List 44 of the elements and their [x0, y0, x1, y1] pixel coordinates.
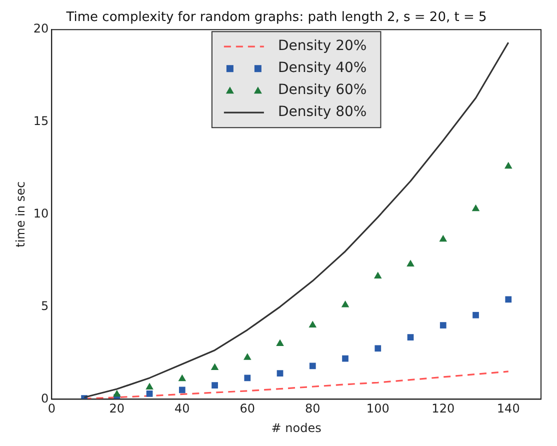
point: [341, 300, 350, 308]
x-tick-label: 20: [109, 402, 125, 416]
point: [146, 382, 154, 390]
point: [212, 382, 218, 389]
point: [504, 162, 512, 169]
point: [406, 260, 414, 267]
y-tick-label: 20: [33, 22, 49, 36]
point: [407, 334, 414, 340]
point: [439, 234, 448, 242]
chart-title: Time complexity for random graphs: path length 2, s = 20, t = 5: [65, 10, 487, 26]
point: [440, 322, 446, 328]
x-tick-label: 140: [496, 402, 520, 416]
legend-label: Density 20%: [278, 38, 367, 54]
point: [505, 296, 512, 303]
legend-label: Density 40%: [278, 60, 367, 76]
point: [210, 363, 219, 370]
x-tick-label: 40: [174, 402, 190, 416]
x-axis-title: # nodes: [271, 420, 322, 435]
y-tick-label: 15: [33, 114, 49, 128]
point: [342, 355, 348, 362]
point: [374, 272, 382, 279]
legend-label: Density 80%: [278, 104, 367, 120]
point: [276, 370, 284, 377]
x-tick-label: 100: [366, 402, 390, 416]
point: [178, 374, 186, 382]
point: [472, 204, 480, 212]
x-tick-label: 60: [240, 402, 256, 416]
point: [472, 312, 479, 318]
legend-label: Density 60%: [278, 82, 367, 98]
x-tick-label: 120: [432, 402, 455, 416]
x-tick-label: 80: [305, 402, 320, 416]
point: [244, 353, 252, 360]
point: [146, 390, 153, 397]
y-tick-label: 10: [33, 206, 49, 221]
y-tick-label: 0: [41, 391, 49, 406]
point: [309, 362, 316, 370]
point: [244, 374, 251, 382]
point: [374, 345, 382, 352]
point: [276, 339, 284, 346]
point: [178, 386, 186, 394]
point: [113, 390, 121, 397]
y-axis-title: time in sec: [13, 181, 28, 248]
point: [308, 320, 317, 328]
y-tick-label: 5: [41, 298, 49, 313]
